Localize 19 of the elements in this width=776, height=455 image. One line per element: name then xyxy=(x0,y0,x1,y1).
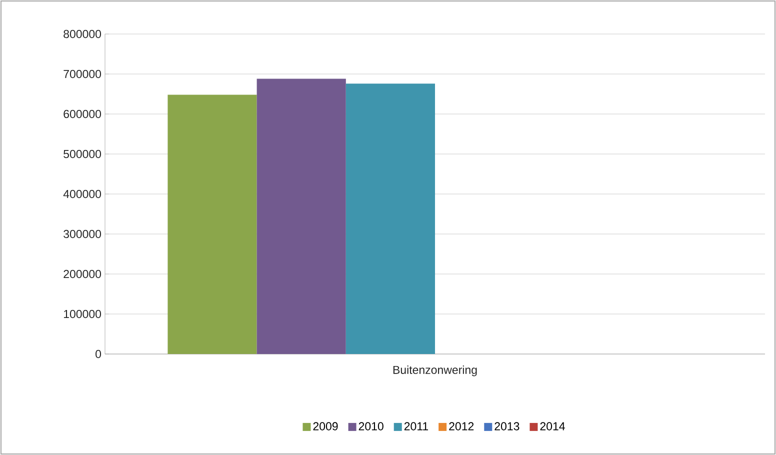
y-tick-label: 600000 xyxy=(64,110,102,118)
bar xyxy=(168,94,257,354)
y-tick-label: 800000 xyxy=(64,30,102,38)
legend-label: 2012 xyxy=(449,422,474,430)
legend-label: 2009 xyxy=(313,422,338,430)
legend-label: 2011 xyxy=(404,422,428,430)
y-tick-label: 500000 xyxy=(64,150,102,158)
y-tick-label: 300000 xyxy=(64,230,102,238)
x-tick-label: Buitenzonwering xyxy=(393,366,477,376)
y-tick-label: 700000 xyxy=(64,70,102,78)
y-tick-label: 0 xyxy=(96,350,102,358)
bar xyxy=(346,84,436,354)
bar xyxy=(256,78,346,354)
y-tick-label: 200000 xyxy=(64,270,102,278)
legend-label: 2013 xyxy=(494,422,520,430)
y-tick-label: 400000 xyxy=(63,190,102,198)
legend-label: 2010 xyxy=(358,422,384,430)
legend-label: 2014 xyxy=(540,422,565,430)
y-tick-label: 100000 xyxy=(64,310,102,318)
